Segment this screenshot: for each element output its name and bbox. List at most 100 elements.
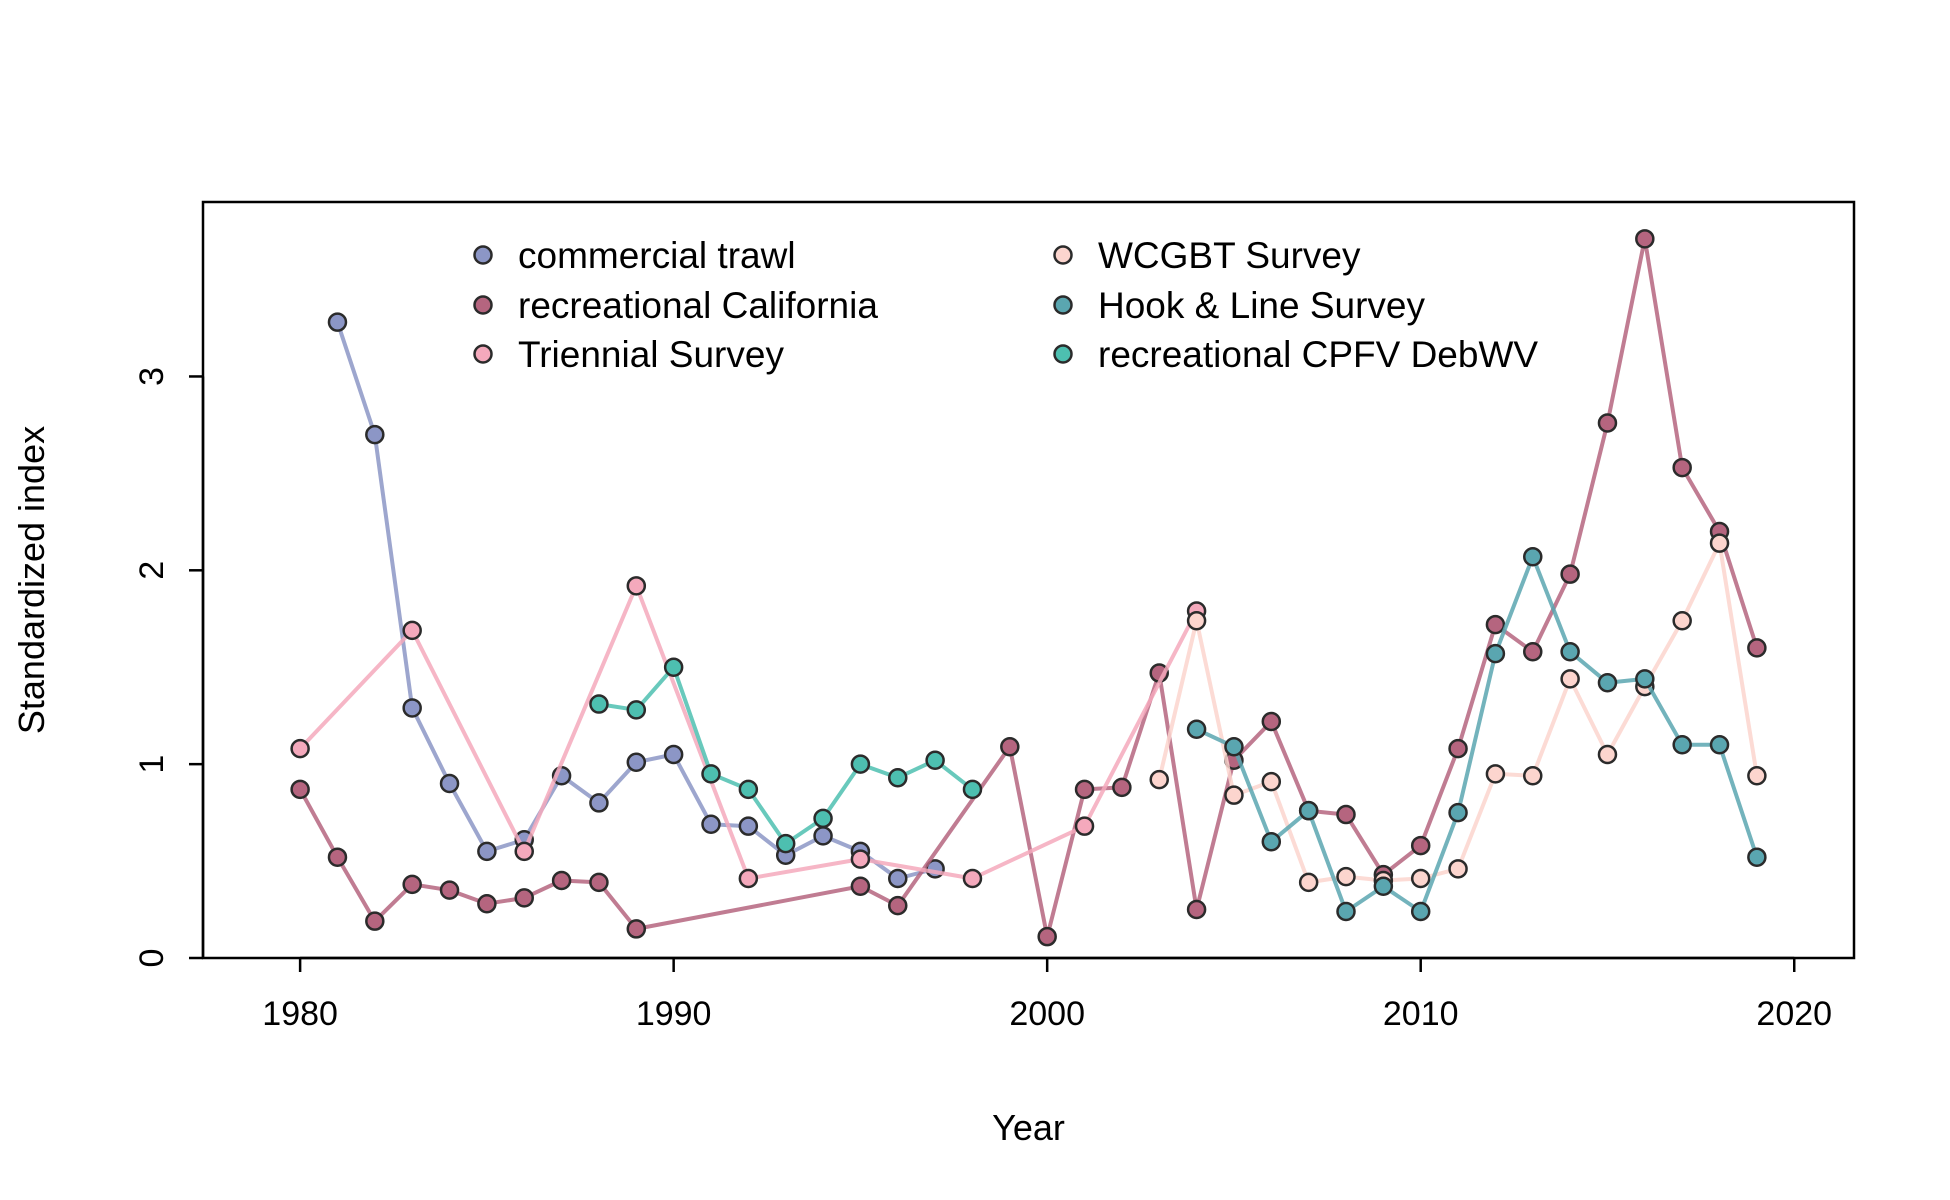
data-point xyxy=(1560,564,1580,584)
series-hook-and-line-survey xyxy=(1186,546,1767,922)
data-point xyxy=(327,312,348,332)
legend-label: recreational CPFV DebWV xyxy=(1098,334,1538,375)
data-point xyxy=(850,849,871,869)
data-point xyxy=(1747,847,1767,867)
data-point xyxy=(1298,800,1319,821)
data-point xyxy=(1485,643,1506,664)
data-point xyxy=(663,657,684,677)
data-point xyxy=(1448,738,1468,759)
data-point xyxy=(290,738,310,759)
data-point xyxy=(1448,802,1468,823)
y-tick-label: 1 xyxy=(133,755,171,774)
data-point xyxy=(1635,229,1655,249)
data-point xyxy=(1298,872,1319,893)
data-point xyxy=(439,773,460,794)
legend-marker xyxy=(473,344,493,364)
data-point xyxy=(1261,771,1282,792)
legend-item-hook-and-line-survey: Hook & Line Survey xyxy=(1053,285,1426,326)
data-point xyxy=(290,779,310,800)
data-point xyxy=(1074,779,1095,800)
data-point xyxy=(1224,785,1244,805)
data-point xyxy=(1560,641,1580,662)
data-point xyxy=(365,911,385,931)
data-point xyxy=(402,698,422,718)
legend-item-commercial-trawl: commercial trawl xyxy=(473,235,796,276)
data-point xyxy=(1523,546,1543,567)
series-wcgbt-survey xyxy=(1149,533,1767,893)
data-point xyxy=(1410,835,1431,856)
data-point xyxy=(514,888,534,908)
x-tick-label: 2010 xyxy=(1383,995,1459,1033)
legend-marker xyxy=(473,295,493,315)
data-point xyxy=(589,694,609,714)
data-point xyxy=(1672,457,1692,478)
data-point xyxy=(850,876,871,897)
data-point xyxy=(626,576,647,596)
x-axis: 1980 1990 2000 2010 2020 xyxy=(262,956,1832,1033)
data-point xyxy=(1336,804,1356,825)
data-point xyxy=(738,816,759,836)
data-point xyxy=(626,919,647,939)
legend-label: Triennial Survey xyxy=(518,334,784,375)
data-point xyxy=(1336,866,1356,887)
data-point xyxy=(1336,901,1356,922)
data-point xyxy=(1448,859,1468,879)
data-point xyxy=(1261,711,1282,732)
data-point xyxy=(1000,736,1020,757)
y-tick-label: 2 xyxy=(133,561,171,580)
data-point xyxy=(1672,610,1692,631)
data-point xyxy=(888,868,908,889)
data-point xyxy=(439,880,460,900)
series-recreational-california xyxy=(290,229,1767,947)
y-tick-label: 3 xyxy=(133,367,171,386)
data-point xyxy=(365,424,385,445)
legend-label: WCGBT Survey xyxy=(1098,235,1361,276)
data-point xyxy=(1560,669,1580,689)
data-point xyxy=(477,893,497,914)
data-point xyxy=(1112,777,1132,798)
data-point xyxy=(1635,669,1655,689)
legend-item-recreational-cpfv-debwv: recreational CPFV DebWV xyxy=(1053,334,1538,375)
data-point xyxy=(1485,614,1506,635)
series-line xyxy=(1194,554,1759,914)
data-point xyxy=(1747,638,1767,658)
data-point xyxy=(402,874,422,895)
data-point xyxy=(1410,901,1431,922)
data-point xyxy=(1709,735,1730,755)
data-point xyxy=(514,841,534,862)
data-point xyxy=(701,764,721,784)
legend-label: Hook & Line Survey xyxy=(1098,285,1426,326)
data-point xyxy=(775,833,796,854)
data-point xyxy=(1672,735,1692,755)
legend-label: recreational California xyxy=(518,285,878,326)
legend-item-triennial-survey: Triennial Survey xyxy=(473,334,784,375)
data-point xyxy=(1709,533,1730,553)
data-point xyxy=(813,826,833,846)
legend-marker xyxy=(1053,245,1073,265)
data-point xyxy=(813,808,833,829)
data-point xyxy=(1523,766,1543,786)
legend: commercial trawl recreational California T… xyxy=(473,235,1538,375)
legend-marker xyxy=(1053,295,1073,315)
data-point xyxy=(1597,744,1618,765)
data-point xyxy=(1074,816,1095,836)
data-point xyxy=(888,895,908,916)
data-point xyxy=(1186,719,1207,740)
data-point xyxy=(626,752,647,772)
data-point xyxy=(402,620,422,641)
data-point xyxy=(1373,876,1394,897)
data-point xyxy=(1485,764,1506,784)
legend-item-wcgbt-survey: WCGBT Survey xyxy=(1053,235,1361,276)
legend-marker xyxy=(1053,344,1073,364)
data-point xyxy=(477,841,497,862)
data-point xyxy=(1597,672,1618,693)
y-axis-title: Standardized index xyxy=(11,426,52,734)
series-layer xyxy=(290,229,1767,947)
data-point xyxy=(1224,736,1244,757)
data-point xyxy=(1597,413,1618,433)
data-point xyxy=(327,847,348,867)
x-tick-label: 1980 xyxy=(262,995,338,1033)
data-point xyxy=(551,870,572,891)
